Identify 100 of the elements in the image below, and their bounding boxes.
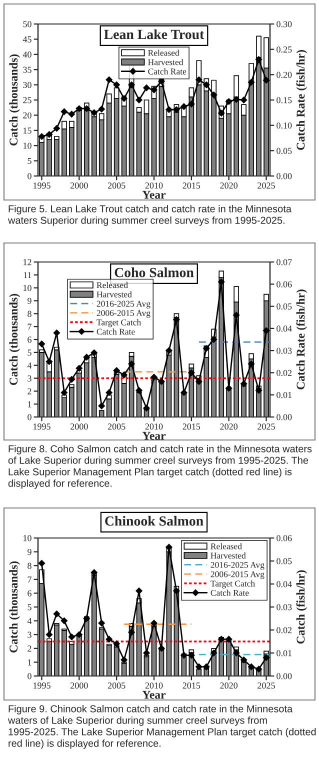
- x-tick-label: 2025: [258, 182, 275, 189]
- legend-label: Catch Rate: [210, 590, 249, 596]
- chart-title: Chinook Salmon: [105, 516, 204, 526]
- y-tick-label: 10: [24, 284, 32, 292]
- y2-tick-label: 0.03: [276, 348, 292, 354]
- legend-label: 2016-2025 Avg: [210, 562, 264, 570]
- y2-tick-label: 0.30: [276, 21, 292, 28]
- legend-label: Harvested: [210, 552, 246, 559]
- y-axis-title: Catch (thousands): [9, 54, 20, 146]
- x-tick-label: 2000: [70, 182, 88, 189]
- x-tick-label: 2020: [220, 682, 238, 689]
- x-tick-label: 2005: [108, 182, 126, 189]
- y-tick-label: 3: [28, 632, 32, 638]
- y2-axis-title: Catch (fish/hr): [296, 570, 308, 644]
- y2-tick-label: 0.02: [276, 370, 292, 376]
- caption: Figure 5. Lean Lake Trout catch and catch rate in the Minnesota waters Superior during summer creel surveys from 1995-2025.: [8, 205, 292, 226]
- legend-label: Released: [148, 50, 180, 56]
- y2-tick-label: 0.15: [276, 97, 292, 104]
- y-tick-label: 6: [28, 590, 32, 596]
- x-tick-label: 2005: [108, 424, 126, 430]
- y2-tick-label: 0.05: [276, 148, 292, 154]
- x-tick-label: 2010: [145, 424, 163, 430]
- legend-label: Catch Rate: [148, 68, 186, 74]
- y-tick-label: 0: [28, 414, 32, 420]
- y-tick-label: 6: [28, 336, 32, 343]
- y-axis-title: Catch (thousands): [9, 561, 20, 653]
- y2-tick-label: 0.03: [276, 604, 292, 610]
- y-tick-label: 7: [28, 576, 32, 583]
- y2-tick-label: 0.01: [276, 650, 292, 656]
- y-tick-label: 0: [28, 673, 32, 680]
- y2-tick-label: 0.07: [276, 259, 292, 266]
- y-tick-label: 40: [22, 52, 32, 58]
- y2-axis-title: Catch Rate (fish/hr): [296, 50, 308, 150]
- x-tick-label: 1995: [34, 682, 50, 689]
- y-tick-label: 2: [28, 388, 32, 394]
- y-tick-label: 10: [24, 535, 32, 542]
- y2-tick-label: 0.10: [276, 122, 292, 129]
- y2-tick-label: 0.25: [276, 46, 292, 53]
- y-tick-label: 0: [28, 173, 32, 180]
- legend-label: 2006-2015 Avg: [96, 310, 150, 318]
- x-tick-label: 2015: [182, 182, 200, 189]
- y2-axis-title: Catch Rate (fish/hr): [296, 290, 308, 390]
- caption: Figure 8. Coho Salmon catch and catch rate in the Minnesota waters of Lake Superior during summer creel surveys from 1995-2025. The Lake Superior Management Plan target catch (dotted red line) is displayed for reference.: [8, 445, 312, 489]
- y-tick-label: 8: [28, 562, 32, 569]
- chart-title: Lean Lake Trout: [104, 29, 204, 40]
- y2-tick-label: 0.06: [276, 281, 292, 288]
- y-tick-label: 7: [28, 324, 32, 330]
- y-tick-label: 5: [28, 350, 32, 356]
- legend-label: 2016-2025 Avg: [96, 300, 150, 308]
- x-tick-label: 2020: [220, 182, 238, 189]
- y-tick-label: 25: [23, 97, 32, 104]
- x-axis-title: Year: [142, 190, 166, 199]
- y-axis-title: Catch (thousands): [9, 294, 20, 386]
- chart-title: Coho Salmon: [114, 267, 194, 278]
- y2-tick-label: 0.05: [276, 303, 292, 310]
- y-tick-label: 2: [28, 646, 32, 652]
- y-tick-label: 9: [28, 298, 32, 304]
- caption: Figure 9. Chinook Salmon catch and catch rate in the Minnesota waters of Lake Superior during summer creel surveys from 1995-2025. The Lake Superior Management Plan target catch (dotted red line) is displayed for reference.: [8, 705, 316, 749]
- x-tick-label: 2015: [182, 682, 200, 689]
- y2-tick-label: 0.06: [276, 535, 292, 542]
- y-tick-label: 4: [27, 618, 32, 624]
- x-tick-label: 2000: [70, 424, 88, 430]
- x-tick-label: 2020: [220, 424, 238, 430]
- y-tick-label: 45: [22, 36, 32, 42]
- x-axis-title: Year: [142, 690, 166, 699]
- x-tick-label: 2010: [145, 682, 163, 689]
- x-tick-label: 2005: [108, 682, 126, 689]
- y-tick-label: 10: [24, 142, 32, 149]
- y2-tick-label: 0.04: [276, 326, 292, 332]
- y-tick-label: 35: [23, 66, 32, 73]
- legend-label: 2006-2015 Avg: [210, 571, 264, 580]
- y-tick-label: 1: [28, 659, 32, 666]
- legend-label: Harvested: [148, 59, 184, 66]
- y-tick-label: 20: [23, 112, 32, 118]
- x-tick-label: 1995: [34, 424, 50, 430]
- y2-tick-label: 0.20: [276, 72, 292, 78]
- y2-tick-label: 0.05: [276, 558, 292, 564]
- y-tick-label: 12: [24, 259, 32, 266]
- y-tick-label: 15: [24, 128, 32, 134]
- x-tick-label: 2025: [258, 424, 275, 430]
- legend-label: Released: [210, 543, 242, 550]
- y2-tick-label: 0.02: [276, 627, 292, 634]
- y-tick-label: 8: [28, 310, 32, 317]
- x-tick-label: 2010: [145, 182, 163, 189]
- x-tick-label: 2000: [70, 682, 88, 689]
- legend-label: Catch Rate: [96, 328, 135, 335]
- x-axis-title: Year: [142, 432, 166, 440]
- y-tick-label: 1: [28, 401, 32, 408]
- y-tick-label: 5: [28, 604, 32, 610]
- y2-tick-label: 0.04: [276, 581, 292, 588]
- legend-label: Target Catch: [210, 580, 255, 588]
- legend-label: Released: [96, 282, 128, 288]
- legend-label: Harvested: [96, 291, 132, 298]
- y-tick-label: 50: [23, 21, 32, 28]
- y2-tick-label: 0.00: [276, 173, 292, 180]
- x-tick-label: 1995: [34, 182, 50, 189]
- y-tick-label: 30: [23, 82, 32, 88]
- y-tick-label: 11: [24, 272, 32, 278]
- legend-label: Target Catch: [96, 319, 142, 328]
- y2-tick-label: 0.00: [276, 673, 292, 680]
